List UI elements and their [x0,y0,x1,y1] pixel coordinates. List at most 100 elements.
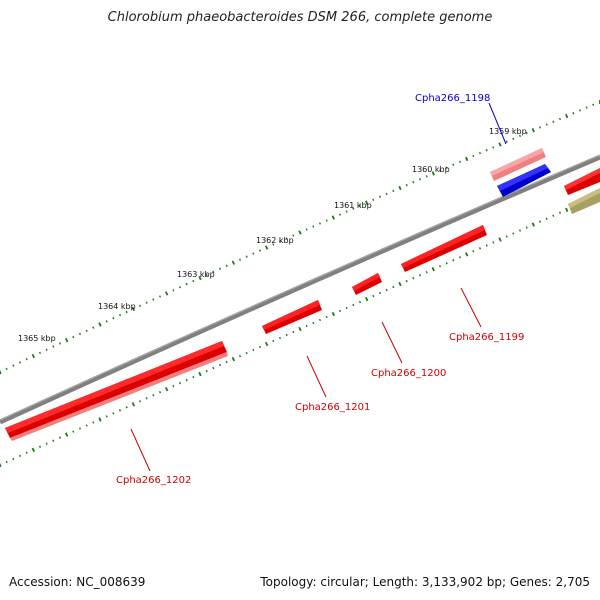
ruler-label-1359: 1359 kbp [489,127,527,136]
gc-tick [25,357,28,361]
gc-tick [558,211,562,214]
feature-other-reverse [568,188,600,214]
gene-cpha266-1202[interactable] [5,341,228,441]
gc-tick [412,276,415,280]
accession-text: Accession: NC_008639 [9,575,146,589]
gc-tick [78,427,82,430]
leader-line-1198 [488,102,507,145]
gc-tick [45,348,48,351]
feature-faded [490,148,546,181]
gc-tick [285,333,288,337]
gc-tick [525,131,528,135]
gc-tick [452,259,455,262]
gc-tick [325,315,328,319]
gc-tick [465,156,469,162]
gc-tick [192,375,195,379]
gc-tick [478,247,482,250]
gc-tick [278,240,282,243]
gene-cpha266-1201[interactable] [262,300,322,334]
gc-tick [158,295,162,298]
gc-tick [145,301,148,304]
gc-tick [118,313,122,317]
gc-tick [458,256,462,259]
gc-tick [152,298,155,301]
gc-tick [12,364,15,367]
gc-tick [512,232,515,235]
gc-tick [38,445,42,448]
gene-label-1202[interactable]: Cpha266_1202 [116,475,191,486]
gc-tick [492,146,495,149]
gc-tick [378,195,382,198]
gc-tick [118,409,122,412]
gene-label-1201[interactable]: Cpha266_1201 [295,402,370,413]
gc-tick [58,436,62,439]
gc-tick [178,381,182,385]
gc-tick [312,225,315,228]
gc-tick [525,226,528,229]
gc-tick [345,210,348,213]
gc-tick [385,192,388,196]
gc-tick [192,279,195,283]
leader-line-1202 [130,428,151,472]
gc-tick [405,279,408,283]
gene-cpha266-1198[interactable] [497,164,551,197]
gc-tick [218,363,222,367]
gc-tick [465,252,469,257]
gc-tick [318,222,322,225]
gene-label-1198[interactable]: Cpha266_1198 [415,93,490,104]
gc-tick [358,300,362,304]
gc-tick [345,306,348,310]
gc-tick [372,198,375,201]
gc-tick [565,113,569,119]
gc-tick [52,345,55,348]
gc-tick [92,326,95,329]
outer-gc-track [0,100,600,375]
genome-summary-text: Topology: circular; Length: 3,133,902 bp… [260,575,590,589]
gc-tick [218,267,222,270]
gc-tick [472,250,475,253]
gc-tick [498,237,502,242]
gc-tick [418,178,422,181]
gc-tick [125,406,128,409]
gc-tick [205,273,208,277]
gene-cpha266-1199[interactable] [401,225,487,272]
gc-tick [164,291,169,296]
leader-line-1199 [460,287,482,328]
gc-tick [572,112,575,115]
gc-tick [172,289,175,292]
gc-tick [538,220,542,223]
leader-line-1200 [381,321,403,364]
gc-tick [58,342,62,345]
gene-label-1199[interactable]: Cpha266_1199 [449,332,524,343]
gc-tick [552,214,555,217]
gc-tick [331,215,335,220]
gc-tick [352,207,355,210]
gc-tick [558,117,562,121]
gc-tick [352,303,355,307]
gc-tick [138,400,142,403]
gc-tick [285,237,288,240]
gc-tick [518,134,522,138]
gene-label-1200[interactable]: Cpha266_1200 [371,368,446,379]
gene-cpha266-1200[interactable] [352,273,382,295]
ruler-label-1361: 1361 kbp [334,201,372,210]
gc-tick [185,378,188,382]
gc-tick [198,371,202,377]
gc-tick [518,229,522,232]
gc-tick [252,252,255,255]
gc-tick [431,171,435,176]
gc-tick [318,318,322,322]
ruler-label-1363: 1363 kbp [177,270,215,279]
genome-title: Chlorobium phaeobacteroides DSM 266, com… [107,10,493,25]
gc-tick [252,348,255,352]
gc-tick [425,271,428,274]
gc-tick [364,296,369,302]
gc-tick [238,354,242,358]
gc-tick [478,151,482,155]
gc-tick [298,326,302,332]
gc-tick [5,460,8,464]
gc-tick [172,385,175,388]
gc-tick [264,245,269,250]
leader-line-1201 [306,355,327,398]
gc-tick [0,369,2,375]
